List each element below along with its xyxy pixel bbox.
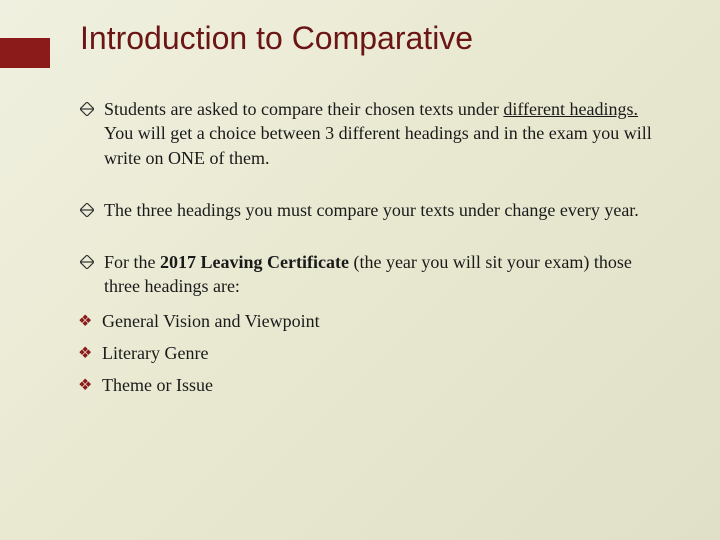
accent-bar (0, 38, 50, 68)
bullet-item: The three headings you must compare your… (80, 198, 660, 222)
clover-bullet-icon: ❖ (78, 343, 94, 365)
bullet-text: Literary Genre (102, 341, 660, 365)
slide-title: Introduction to Comparative (80, 20, 660, 57)
clover-bullet-icon: ❖ (78, 311, 94, 333)
bullet-text: Theme or Issue (102, 373, 660, 397)
bullet-item: ❖ General Vision and Viewpoint (80, 309, 660, 333)
diamond-bullet-icon (80, 102, 94, 116)
bullet-item: ❖ Literary Genre (80, 341, 660, 365)
bullet-item: For the 2017 Leaving Certificate (the ye… (80, 250, 660, 299)
diamond-bullet-icon (80, 203, 94, 217)
bullet-item: ❖ Theme or Issue (80, 373, 660, 397)
bullet-text: For the 2017 Leaving Certificate (the ye… (104, 250, 660, 299)
clover-bullet-icon: ❖ (78, 375, 94, 397)
bullet-list: Students are asked to compare their chos… (80, 97, 660, 398)
bullet-item: Students are asked to compare their chos… (80, 97, 660, 170)
bullet-text: Students are asked to compare their chos… (104, 97, 660, 170)
bullet-text: The three headings you must compare your… (104, 198, 660, 222)
slide-container: Introduction to Comparative Students are… (0, 0, 720, 426)
diamond-bullet-icon (80, 255, 94, 269)
bullet-text: General Vision and Viewpoint (102, 309, 660, 333)
